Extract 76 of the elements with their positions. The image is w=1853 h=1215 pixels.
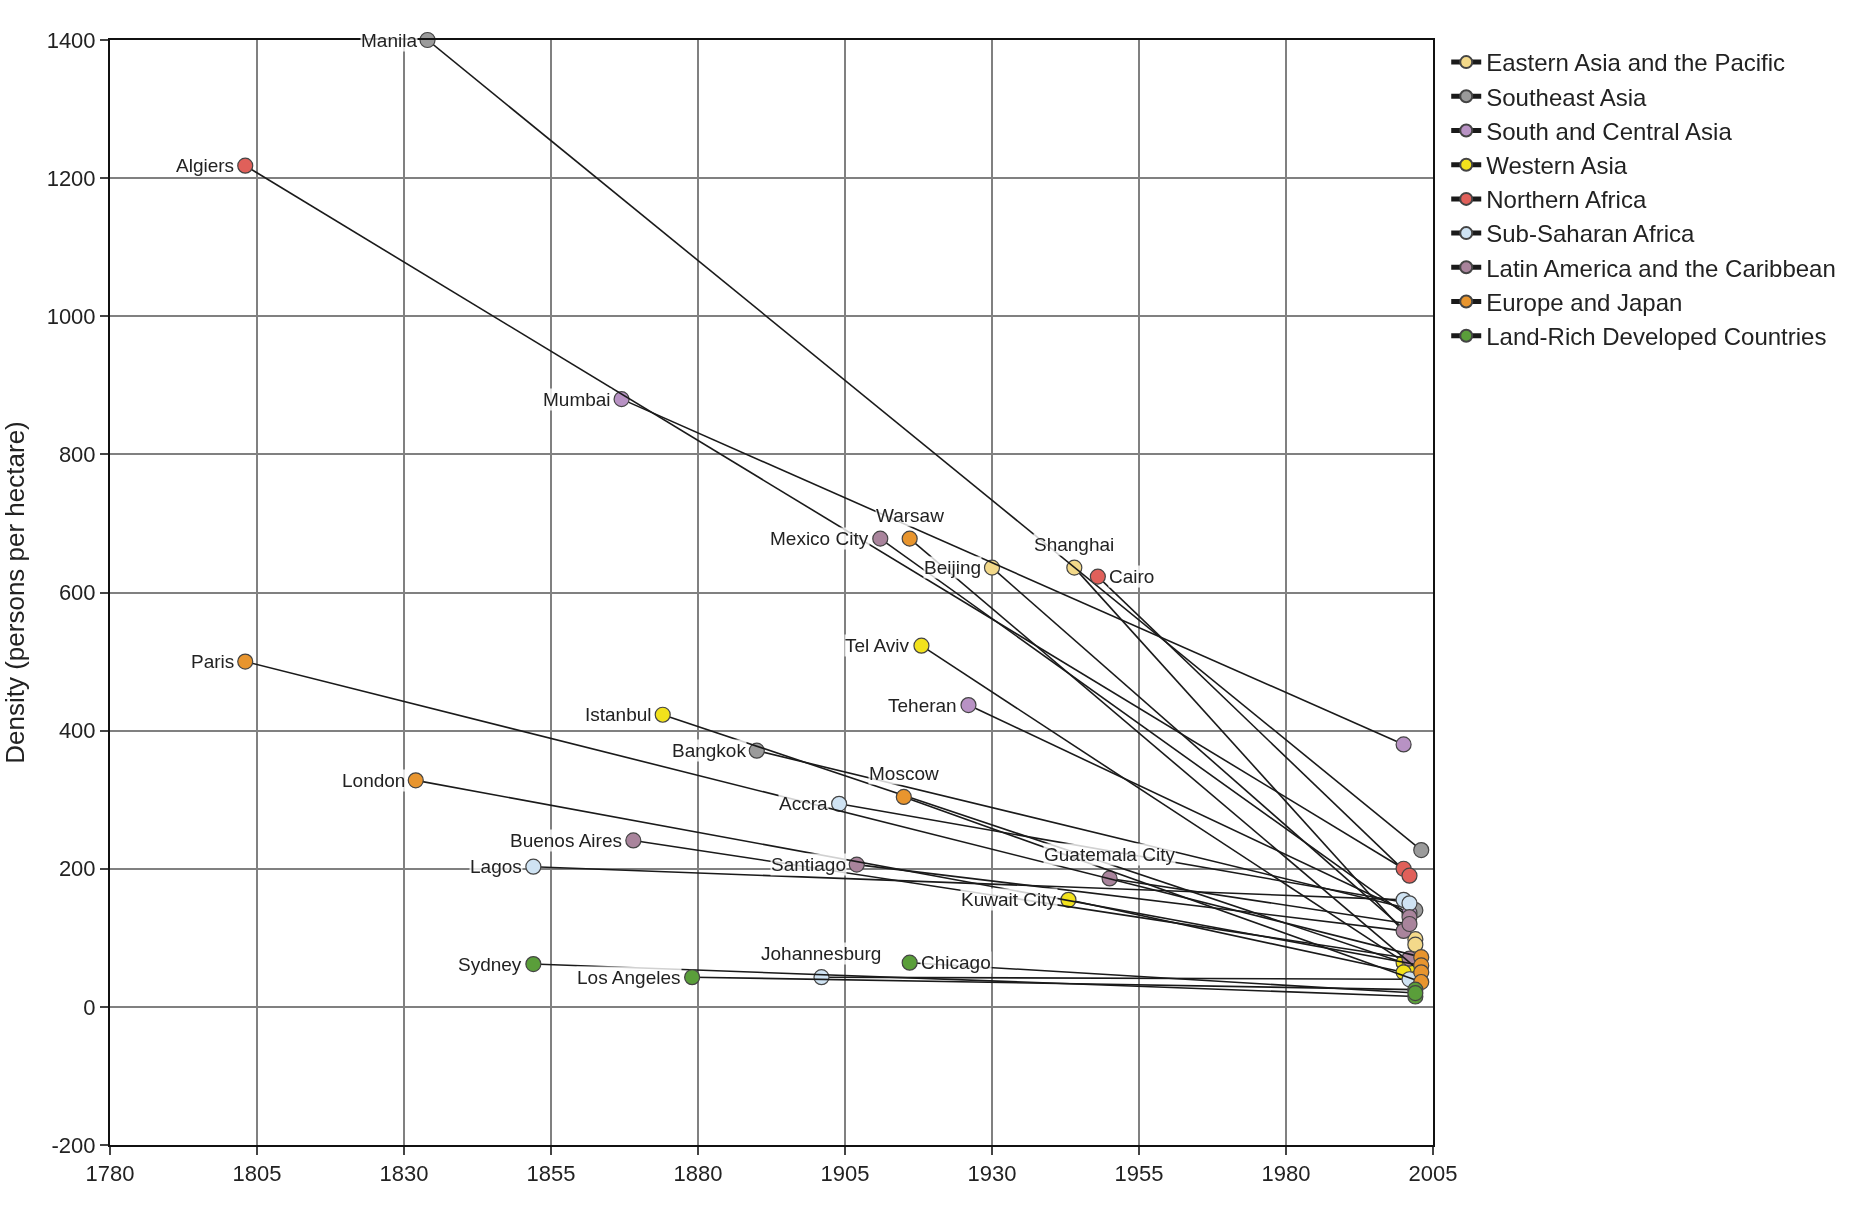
annotation: Bangkok <box>672 740 747 761</box>
point <box>913 637 930 654</box>
x-tick-label: 1930 <box>967 1161 1017 1187</box>
x-tick-label: 1905 <box>820 1161 870 1187</box>
annotation: Accra <box>779 793 828 814</box>
annotation: Cairo <box>1109 566 1155 587</box>
point <box>684 969 701 986</box>
y-tick-label: 1400 <box>46 27 96 53</box>
annotation: Chicago <box>921 952 991 973</box>
y-tick-label: 400 <box>58 718 96 744</box>
point <box>895 788 912 806</box>
annotation: Buenos Aires <box>510 830 622 851</box>
legend-label: Europe and Japan <box>1486 288 1683 316</box>
y-axis-title: Density (persons per hectare) <box>0 421 30 764</box>
annotation: Kuwait City <box>961 889 1057 910</box>
legend-label: Southeast Asia <box>1486 83 1647 111</box>
legend-label: Eastern Asia and the Pacific <box>1486 49 1786 77</box>
annotation: Moscow <box>869 763 939 784</box>
annotation: Guatemala City <box>1044 844 1176 865</box>
annotation: Beijing <box>924 557 982 578</box>
point <box>1401 895 1418 912</box>
x-tick-label: 1780 <box>85 1161 135 1187</box>
y-tick-label: -200 <box>51 1132 96 1158</box>
annotation: Tel Aviv <box>845 635 910 656</box>
point <box>237 653 254 670</box>
point <box>831 795 848 812</box>
x-tick-label: 2005 <box>1408 1161 1458 1187</box>
annotation: Sydney <box>458 954 522 975</box>
annotation: Santiago <box>771 854 847 875</box>
x-tick-label: 1855 <box>526 1161 576 1187</box>
annotation: Johannesburg <box>761 943 882 964</box>
annotation: London <box>342 770 406 791</box>
point <box>1401 915 1418 933</box>
point <box>625 832 642 849</box>
annotation: Warsaw <box>876 505 945 526</box>
point <box>237 157 254 174</box>
x-tick-label: 1830 <box>379 1161 429 1187</box>
x-tick-label: 1955 <box>1114 1161 1164 1187</box>
y-tick-label: 1200 <box>46 165 96 191</box>
legend-label: Land-Rich Developed Countries <box>1486 323 1827 351</box>
y-tick-label: 0 <box>83 994 96 1020</box>
point <box>525 858 542 875</box>
legend-label: Sub-Saharan Africa <box>1486 220 1696 248</box>
annotation: Paris <box>191 651 235 672</box>
annotation: Algiers <box>176 155 235 176</box>
annotation: Mumbai <box>543 389 611 410</box>
legend-label: Western Asia <box>1486 152 1628 180</box>
point <box>1395 736 1412 753</box>
legend-label: Latin America and the Caribbean <box>1486 254 1836 282</box>
annotation: Teheran <box>888 695 957 716</box>
point <box>654 706 671 723</box>
y-tick-label: 600 <box>58 580 96 606</box>
point <box>901 954 918 971</box>
y-tick-label: 200 <box>58 856 96 882</box>
y-tick-label: 800 <box>58 442 96 468</box>
x-tick-label: 1980 <box>1261 1161 1311 1187</box>
annotation: Mexico City <box>770 528 869 549</box>
point <box>872 530 889 547</box>
point <box>1089 568 1106 585</box>
annotation: Lagos <box>470 856 522 877</box>
point <box>1413 842 1430 859</box>
legend-label: South and Central Asia <box>1486 117 1733 145</box>
annotation: Istanbul <box>585 704 652 725</box>
x-tick-label: 1880 <box>673 1161 723 1187</box>
point <box>407 772 424 789</box>
point <box>525 955 542 973</box>
y-tick-label: 1000 <box>46 303 96 329</box>
point <box>1407 984 1424 1002</box>
point <box>960 696 977 714</box>
annotation: Los Angeles <box>577 967 681 988</box>
point <box>901 530 918 547</box>
annotation: Shanghai <box>1034 534 1115 555</box>
x-tick-label: 1805 <box>232 1161 282 1187</box>
legend-label: Northern Africa <box>1486 186 1647 214</box>
point <box>1401 867 1418 884</box>
annotation: Manila <box>361 30 418 51</box>
